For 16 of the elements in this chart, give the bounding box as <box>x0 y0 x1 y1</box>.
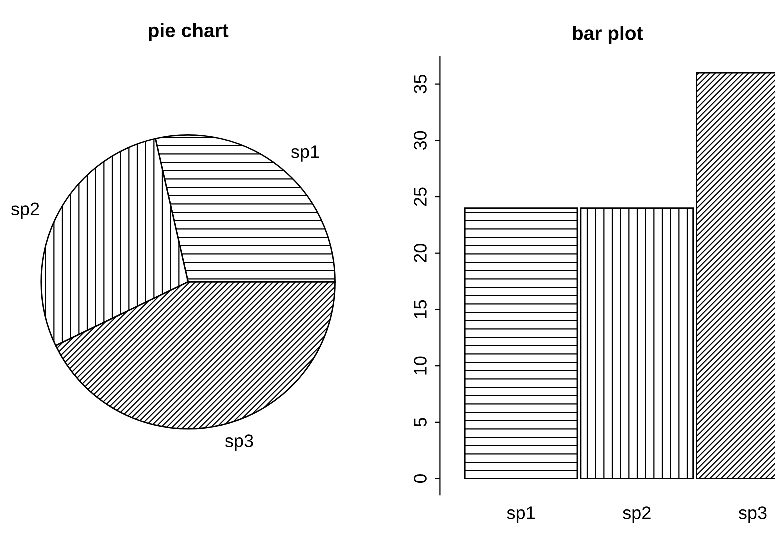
y-tick-label: 35 <box>414 75 427 94</box>
y-tick-label: 20 <box>414 244 427 262</box>
y-tick-label: 25 <box>414 188 427 206</box>
slice-label: sp1 <box>291 146 320 162</box>
y-tick-label: 10 <box>414 356 427 375</box>
x-tick-label: sp2 <box>623 506 651 523</box>
y-tick-label: 15 <box>414 300 427 318</box>
x-tick-label: sp3 <box>738 506 767 523</box>
slice-label: sp3 <box>225 434 254 451</box>
chart-title: pie chart <box>149 23 229 42</box>
slice-label: sp2 <box>11 202 40 220</box>
x-tick-label: sp1 <box>507 506 535 523</box>
y-tick-label: 5 <box>414 418 427 427</box>
y-tick-label: 0 <box>414 474 427 484</box>
y-tick-label: 30 <box>414 131 427 150</box>
chart-title: bar plot <box>573 26 644 44</box>
